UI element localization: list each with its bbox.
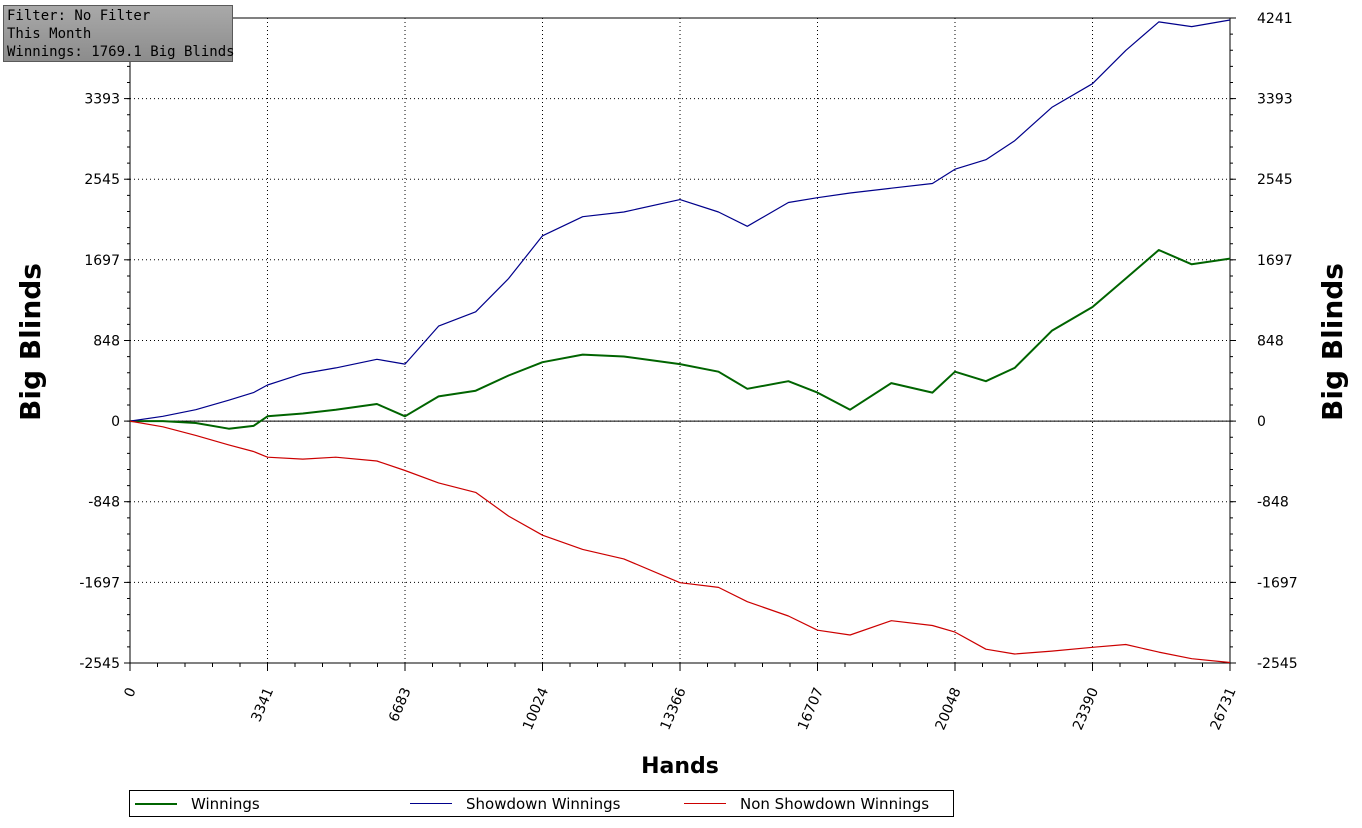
legend-swatch-showdown [410, 803, 452, 804]
y-tick-label-left: 1697 [84, 253, 120, 269]
y-tick-label-left: -2545 [79, 656, 120, 672]
y-tick-label-left: -1697 [79, 575, 120, 591]
y-tick-label-right: 3393 [1257, 92, 1293, 108]
y-tick-label-right: -2545 [1257, 656, 1298, 672]
winnings-label: Winnings: 1769.1 Big Blinds [7, 44, 235, 60]
legend-label-showdown: Showdown Winnings [466, 794, 621, 813]
legend-swatch-non-showdown [684, 803, 726, 804]
legend-item-non-showdown: Non Showdown Winnings [684, 791, 929, 816]
y-tick-label-left: 3393 [84, 92, 120, 108]
y-tick-label-right: -1697 [1257, 575, 1298, 591]
y-tick-label-right: 848 [1257, 334, 1284, 350]
series-lines [129, 19, 1231, 664]
y-tick-label-right: 1697 [1257, 253, 1293, 269]
legend-swatch-winnings [135, 802, 177, 805]
legend-label-non-showdown: Non Showdown Winnings [740, 794, 930, 813]
x-tick-label: 13366 [658, 685, 690, 732]
y-tick-label-right: 0 [1257, 414, 1266, 430]
axes: 0 3341 6683 10024 13366 16707 20048 23390 26731 4… [79, 11, 1297, 733]
x-tick-label: 16707 [795, 685, 827, 732]
y-axis-title-left: Big Blinds [14, 263, 47, 421]
x-tick-label: 20048 [933, 685, 965, 732]
x-tick-label: 23390 [1070, 685, 1102, 732]
y-tick-label-left: 2545 [84, 172, 120, 188]
filter-label: Filter: No Filter [7, 8, 151, 24]
x-tick-label: 0 [121, 685, 139, 699]
x-tick-label: 26731 [1208, 685, 1240, 732]
grid [130, 18, 1230, 663]
y-tick-label-right: 2545 [1257, 172, 1293, 188]
legend: Winnings Showdown Winnings Non Showdown … [129, 790, 954, 817]
y-tick-label-left: -848 [88, 495, 120, 511]
legend-item-showdown: Showdown Winnings [410, 791, 620, 816]
legend-label-winnings: Winnings [191, 794, 260, 813]
showdown-winnings-line [129, 19, 1231, 422]
y-tick-label-right: 4241 [1257, 11, 1293, 27]
period-label: This Month [7, 26, 92, 42]
x-axis-title: Hands [641, 754, 719, 779]
winnings-line [130, 249, 1231, 430]
x-tick-label: 10024 [520, 685, 552, 732]
y-axis-title-right: Big Blinds [1316, 263, 1349, 421]
x-tick-label: 6683 [386, 685, 415, 724]
x-tick-label: 3341 [249, 685, 278, 724]
y-tick-label-left: 0 [111, 414, 120, 430]
legend-item-winnings: Winnings [135, 791, 260, 816]
summary-box: Filter: No Filter This Month Winnings: 1… [3, 5, 235, 62]
y-tick-label-right: -848 [1257, 495, 1289, 511]
non-showdown-winnings-line [129, 420, 1231, 664]
y-tick-label-left: 848 [93, 334, 120, 350]
